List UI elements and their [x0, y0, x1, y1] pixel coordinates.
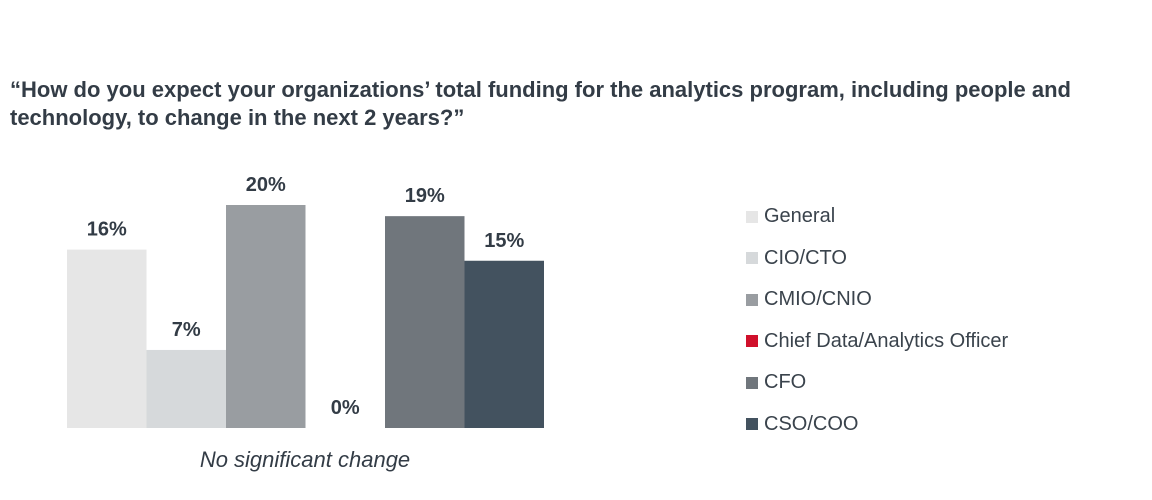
- data-label: 7%: [172, 319, 201, 341]
- legend-swatch: [746, 335, 758, 348]
- chart-title: “How do you expect your organizations’ t…: [10, 77, 1071, 130]
- bar-4: [385, 216, 465, 428]
- legend-swatch: [746, 252, 758, 265]
- legend-label: CIO/CTO: [764, 246, 847, 269]
- bar-2: [226, 205, 306, 428]
- legend-item: CMIO/CNIO: [746, 279, 1008, 321]
- bar-0: [67, 249, 147, 428]
- data-label: 19%: [405, 185, 445, 207]
- legend-label: Chief Data/Analytics Officer: [764, 329, 1009, 352]
- bar-chart: 16% 7% 20% 0% 19% 15% No significant change: [67, 174, 544, 472]
- legend-item: General: [746, 196, 1008, 238]
- legend-swatch: [746, 418, 758, 431]
- bar-1: [146, 349, 226, 428]
- legend-label: CMIO/CNIO: [764, 288, 872, 311]
- legend: General CIO/CTO CMIO/CNIO Chief Data/Analyt…: [746, 196, 1008, 445]
- category-label: No significant change: [200, 447, 410, 472]
- legend-swatch: [746, 210, 758, 223]
- legend-item: Chief Data/Analytics Officer: [746, 321, 1008, 363]
- legend-label: CSO/COO: [764, 412, 859, 435]
- legend-swatch: [746, 293, 758, 306]
- data-label: 0%: [331, 397, 360, 419]
- data-label: 20%: [246, 174, 286, 196]
- data-label: 15%: [484, 230, 524, 252]
- data-label: 16%: [87, 219, 127, 241]
- legend-swatch: [746, 376, 758, 389]
- legend-item: CIO/CTO: [746, 238, 1008, 280]
- legend-label: General: [764, 205, 836, 228]
- legend-item: CFO: [746, 362, 1008, 404]
- legend-label: CFO: [764, 371, 807, 394]
- bar-5: [464, 260, 544, 428]
- legend-item: CSO/COO: [746, 404, 1008, 446]
